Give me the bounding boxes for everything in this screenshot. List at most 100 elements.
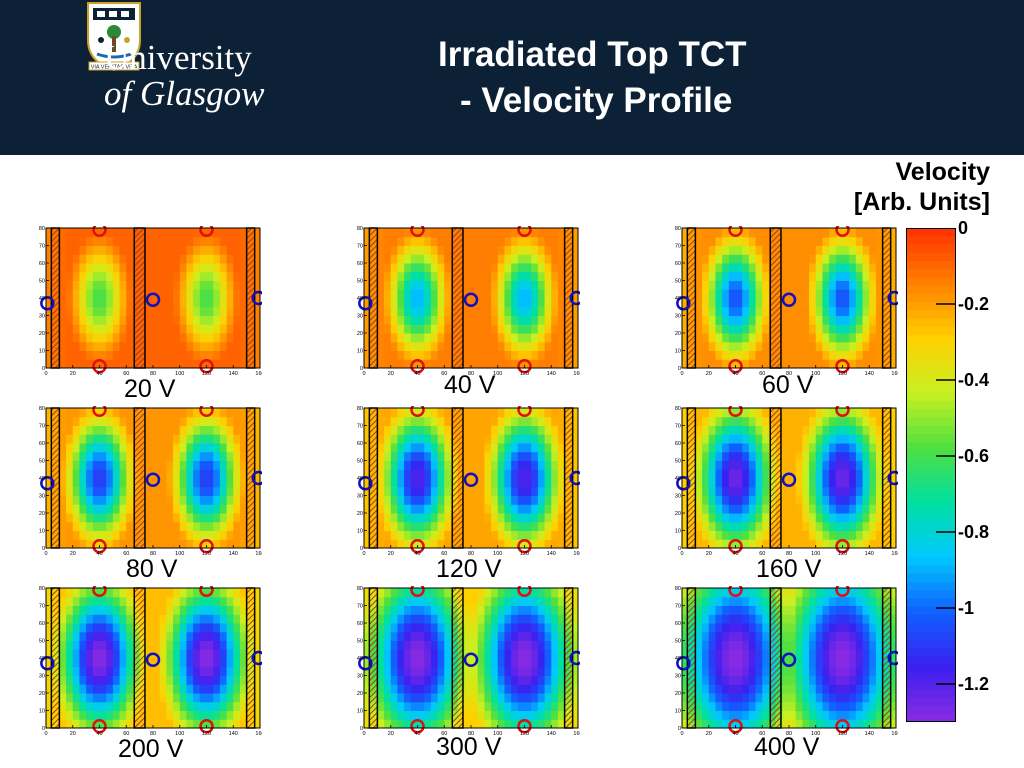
heatmap-cell bbox=[430, 254, 439, 264]
heatmap-cell bbox=[424, 289, 432, 299]
heatmap-cell bbox=[728, 350, 736, 360]
heatmap-cell bbox=[186, 350, 194, 360]
heatmap-cell bbox=[471, 521, 479, 531]
heatmap-cell bbox=[484, 350, 492, 360]
heatmap-cell bbox=[715, 280, 723, 290]
heatmap-cell bbox=[186, 658, 194, 668]
heatmap-panel: 02040608010012014016001020304050607080 bbox=[674, 406, 898, 558]
heatmap-cell bbox=[92, 530, 100, 540]
heatmap-cell bbox=[239, 460, 248, 470]
university-name: University of Glasgow bbox=[104, 40, 264, 112]
heatmap-cell bbox=[430, 513, 439, 523]
heatmap-cell bbox=[682, 649, 690, 659]
heatmap-cell bbox=[239, 271, 248, 281]
heatmap-cell bbox=[66, 254, 74, 264]
heatmap-cell bbox=[484, 306, 492, 316]
heatmap-cell bbox=[99, 306, 107, 316]
heatmap-cell bbox=[822, 719, 830, 729]
heatmap-cell bbox=[364, 666, 372, 676]
heatmap-cell bbox=[397, 504, 405, 514]
heatmap-cell bbox=[173, 623, 181, 633]
heatmap-cell bbox=[835, 701, 843, 711]
heatmap-cell bbox=[695, 350, 703, 360]
heatmap-cell bbox=[517, 451, 525, 461]
blue-marker bbox=[676, 476, 691, 491]
heatmap-cell bbox=[72, 315, 80, 325]
heatmap-cell bbox=[464, 451, 472, 461]
heatmap-cell bbox=[59, 469, 67, 479]
heatmap-cell bbox=[695, 719, 703, 729]
colorbar-segment bbox=[906, 697, 956, 707]
heatmap-cell bbox=[417, 710, 425, 720]
heatmap-cell bbox=[444, 640, 452, 650]
heatmap-cell bbox=[551, 350, 559, 360]
heatmap-cell bbox=[762, 539, 770, 549]
colorbar-segment bbox=[906, 475, 956, 484]
heatmap-cell bbox=[835, 280, 843, 290]
heatmap-cell bbox=[715, 486, 723, 496]
heatmap-cell bbox=[517, 306, 525, 316]
heatmap-cell bbox=[239, 539, 248, 549]
heatmap-cell bbox=[544, 658, 552, 668]
heatmap-cell bbox=[728, 443, 736, 453]
heatmap-cell bbox=[92, 306, 100, 316]
colorbar-segment bbox=[906, 516, 956, 525]
heatmap-cell bbox=[239, 280, 248, 290]
heatmap-cell bbox=[551, 710, 559, 720]
heatmap-cell bbox=[46, 710, 54, 720]
heatmap-cell bbox=[802, 359, 810, 369]
blue-marker bbox=[358, 656, 373, 671]
heatmap-cell bbox=[430, 443, 439, 453]
heatmap-cell bbox=[233, 605, 241, 615]
heatmap-cell bbox=[159, 460, 167, 470]
x-tick-label: 60 bbox=[441, 731, 447, 737]
heatmap-cell bbox=[390, 306, 398, 316]
heatmap-cell bbox=[79, 434, 87, 444]
heatmap-cell bbox=[795, 425, 803, 435]
heatmap-cell bbox=[404, 333, 412, 343]
heatmap-cell bbox=[842, 333, 850, 343]
heatmap-cell bbox=[855, 416, 864, 426]
heatmap-cell bbox=[484, 588, 492, 598]
heatmap-cell bbox=[755, 416, 763, 426]
heatmap-cell bbox=[862, 425, 870, 435]
heatmap-cell bbox=[66, 434, 74, 444]
heatmap-cell bbox=[484, 539, 492, 549]
heatmap-cell bbox=[159, 666, 167, 676]
heatmap-cell bbox=[822, 460, 830, 470]
heatmap-cell bbox=[159, 228, 167, 238]
heatmap-cell bbox=[72, 486, 80, 496]
heatmap-cell bbox=[464, 236, 472, 246]
x-tick-label: 100 bbox=[175, 371, 184, 377]
heatmap-cell bbox=[842, 298, 850, 308]
heatmap-cell bbox=[504, 460, 512, 470]
heatmap-cell bbox=[789, 623, 797, 633]
y-tick-label: 70 bbox=[39, 244, 45, 250]
heatmap-cell bbox=[206, 478, 214, 488]
heatmap-cell bbox=[504, 245, 512, 255]
heatmap-cell bbox=[79, 486, 87, 496]
heatmap-cell bbox=[722, 298, 730, 308]
heatmap-cell bbox=[199, 350, 207, 360]
heatmap-cell bbox=[166, 666, 174, 676]
heatmap-cell bbox=[491, 333, 499, 343]
heatmap-cell bbox=[682, 666, 690, 676]
heatmap-cell bbox=[708, 359, 716, 369]
heatmap-cell bbox=[390, 236, 398, 246]
heatmap-cell bbox=[511, 469, 519, 479]
heatmap-cell bbox=[471, 693, 479, 703]
heatmap-cell bbox=[477, 486, 485, 496]
heatmap-cell bbox=[430, 719, 439, 729]
heatmap-cell bbox=[735, 658, 743, 668]
heatmap-cell bbox=[842, 271, 850, 281]
heatmap-cell bbox=[531, 460, 539, 470]
heatmap-cell bbox=[253, 504, 261, 514]
heatmap-cell bbox=[862, 614, 870, 624]
heatmap-cell bbox=[126, 245, 134, 255]
heatmap-cell bbox=[782, 460, 790, 470]
heatmap-panel: 02040608010012014016001020304050607080 bbox=[356, 586, 580, 738]
heatmap-cell bbox=[99, 341, 107, 351]
heatmap-cell bbox=[199, 280, 207, 290]
heatmap-cell bbox=[199, 486, 207, 496]
heatmap-cell bbox=[437, 631, 445, 641]
